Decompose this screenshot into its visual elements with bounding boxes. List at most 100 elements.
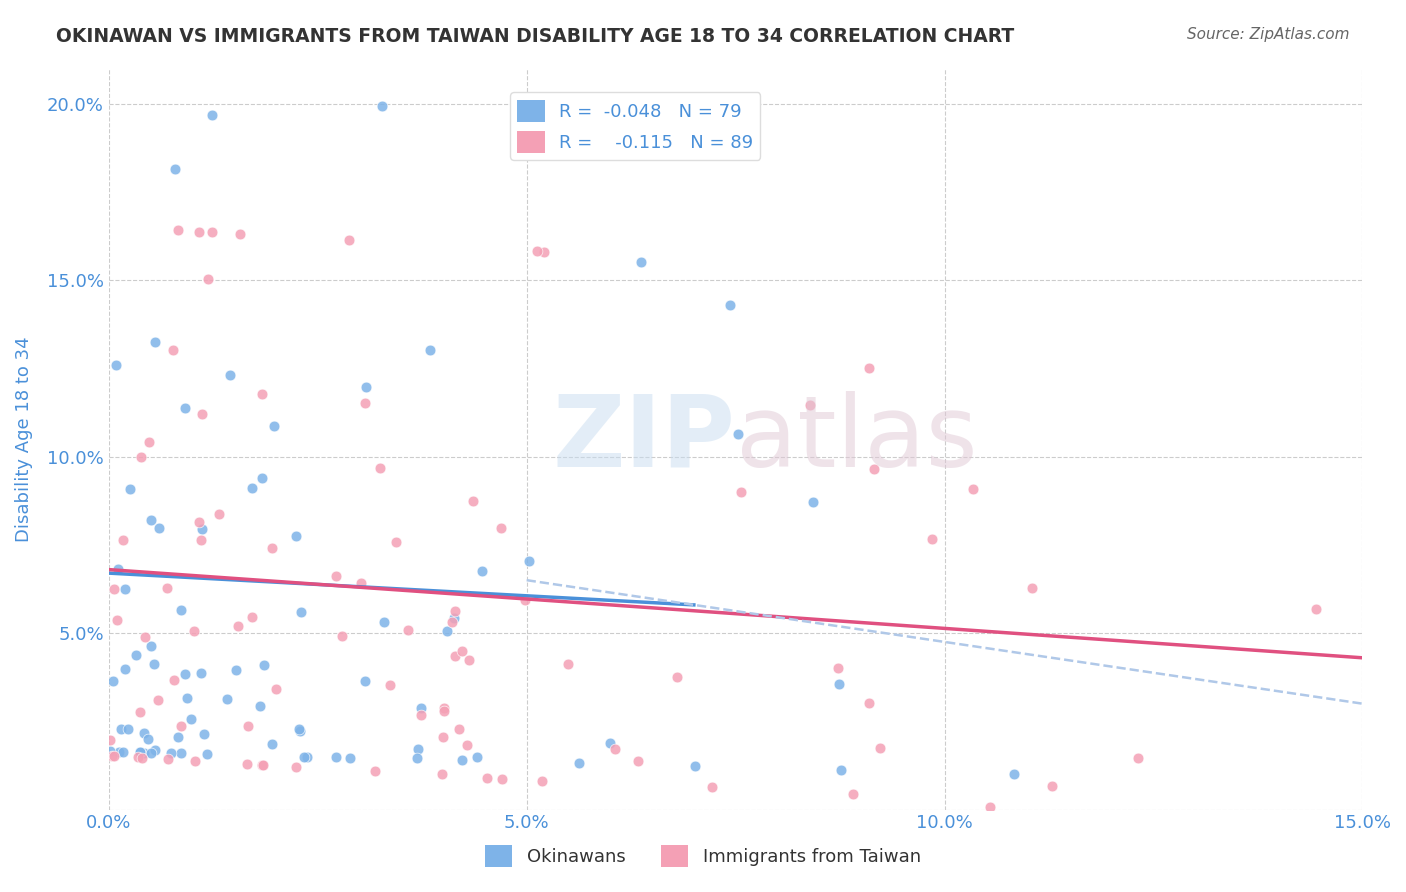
Point [288,724,311,739]
Point [183,624,205,639]
Point [284,759,307,773]
Point [105,614,128,628]
Point [858,360,880,375]
Point [156,752,179,766]
Point [979,800,1001,814]
Point [170,747,193,761]
Point [143,657,166,671]
Point [141,746,163,760]
Point [160,746,183,760]
Point [139,513,162,527]
Point [253,657,276,672]
Point [827,661,849,675]
Point [166,223,188,237]
Point [250,387,273,401]
Point [249,698,271,713]
Point [131,450,153,464]
Legend: Okinawans, Immigrants from Taiwan: Okinawans, Immigrants from Taiwan [478,838,928,874]
Point [292,749,315,764]
Point [225,663,247,677]
Point [461,494,484,508]
Point [330,629,353,643]
Point [170,603,193,617]
Point [98,744,121,758]
Point [250,471,273,485]
Point [195,747,218,761]
Point [409,700,432,714]
Point [526,244,548,259]
Point [373,615,395,629]
Point [197,272,219,286]
Point [263,419,285,434]
Point [201,226,224,240]
Point [325,750,347,764]
Point [1002,767,1025,781]
Point [385,535,408,549]
Point [444,604,467,618]
Point [180,712,202,726]
Point [107,745,129,759]
Point [491,772,513,786]
Point [354,395,377,409]
Point [131,750,153,764]
Point [134,746,156,760]
Point [295,749,318,764]
Point [114,663,136,677]
Point [215,692,238,706]
Point [378,678,401,692]
Point [962,483,984,497]
Point [337,233,360,247]
Point [419,343,441,358]
Point [467,750,489,764]
Point [170,719,193,733]
Point [530,773,553,788]
Point [1040,779,1063,793]
Point [120,482,142,496]
Point [409,707,432,722]
Point [557,657,579,671]
Point [236,756,259,771]
Point [103,582,125,597]
Point [364,764,387,779]
Point [240,482,263,496]
Point [240,609,263,624]
Point [103,749,125,764]
Point [368,460,391,475]
Point [183,754,205,768]
Point [191,407,214,421]
Point [148,521,170,535]
Point [101,748,124,763]
Point [188,515,211,529]
Point [432,730,454,744]
Point [339,750,361,764]
Point [799,398,821,412]
Point [188,225,211,239]
Point [208,507,231,521]
Point [869,741,891,756]
Point [730,485,752,500]
Point [449,722,471,736]
Point [458,653,481,667]
Point [129,746,152,760]
Point [433,700,456,714]
Point [129,746,152,760]
Point [193,727,215,741]
Point [599,736,621,750]
Point [436,624,458,638]
Point [325,568,347,582]
Point [129,705,152,719]
Point [603,742,626,756]
Point [858,696,880,710]
Point [101,673,124,688]
Point [139,639,162,653]
Point [354,673,377,688]
Point [471,565,494,579]
Point [229,227,252,241]
Point [262,737,284,751]
Point [700,780,723,794]
Point [406,742,429,756]
Point [517,554,540,568]
Point [166,730,188,744]
Point [441,615,464,629]
Point [190,522,212,536]
